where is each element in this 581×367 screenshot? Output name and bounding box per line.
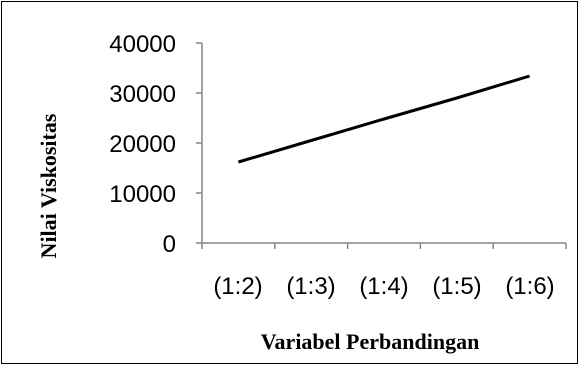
y-tick-label: 10000 [109,181,176,208]
x-tick-label: (1:6) [505,273,554,300]
x-tick-label: (1:3) [286,273,335,300]
series-line [237,74,531,164]
y-tick-label: 30000 [109,81,176,108]
y-axis-title: Nilai Viskositas [36,113,61,258]
x-tick-label: (1:5) [432,273,481,300]
x-tick-label: (1:2) [213,273,262,300]
x-axis-title: Variabel Perbandingan [261,329,480,354]
y-tick-label: 40000 [109,31,176,58]
y-tick-label: 0 [163,231,176,258]
x-tick-label: (1:4) [359,273,408,300]
y-tick-label: 20000 [109,131,176,158]
